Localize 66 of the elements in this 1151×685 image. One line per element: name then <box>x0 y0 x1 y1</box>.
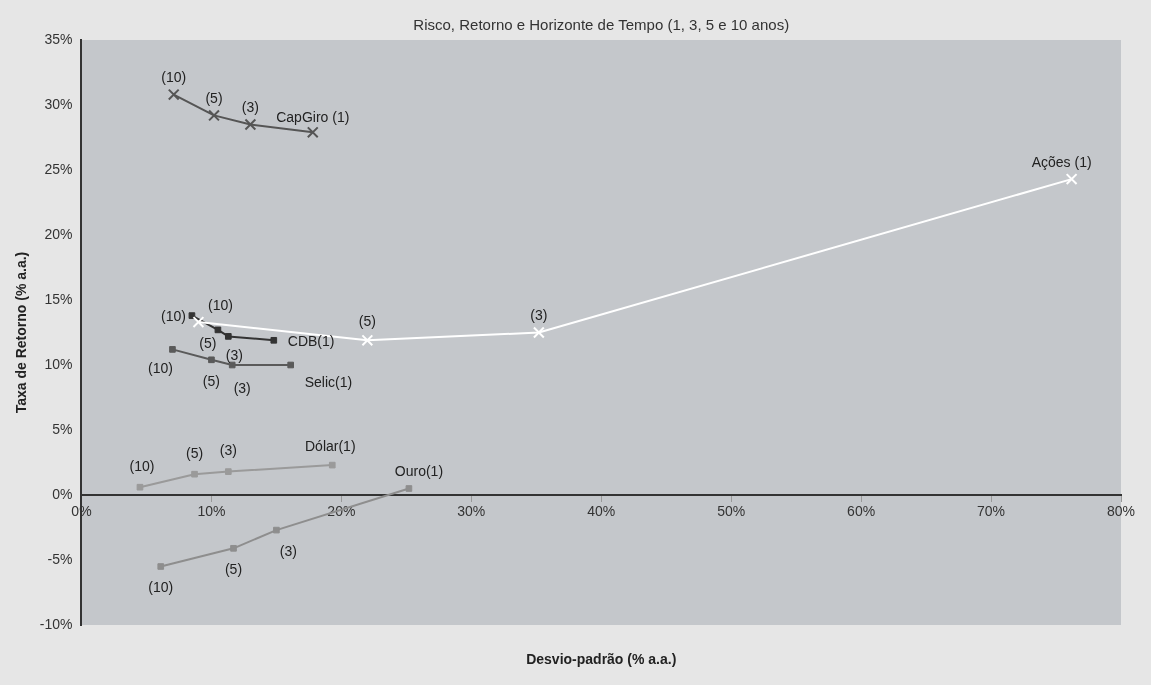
x-tick-label: 10% <box>197 503 226 520</box>
point <box>405 485 413 492</box>
chart-title: Risco, Retorno e Horizonte de Tempo (1, 3, 5 e 10 anos) <box>413 15 790 33</box>
y-tick-label: 25% <box>44 160 73 177</box>
y-tick-label: 10% <box>44 355 73 372</box>
x-tick-label: 30% <box>457 503 486 520</box>
y-tick-label: 20% <box>44 225 73 242</box>
annotation: (10) <box>148 579 174 596</box>
annotation: (10) <box>147 360 173 377</box>
annotation: Dólar(1) <box>304 437 356 454</box>
point <box>208 356 215 364</box>
point <box>287 361 295 369</box>
point <box>136 483 144 491</box>
point <box>192 316 205 329</box>
point <box>244 118 257 131</box>
y-tick-label: 0% <box>52 485 73 502</box>
annotation: (5) <box>202 372 220 389</box>
y-tick-label: 5% <box>52 420 73 437</box>
point <box>191 470 198 478</box>
point <box>214 326 222 334</box>
point <box>1065 173 1078 186</box>
point <box>328 461 336 469</box>
point <box>270 336 278 344</box>
point <box>167 88 180 101</box>
point <box>169 346 176 353</box>
annotation: (3) <box>279 542 297 559</box>
annotation: (3) <box>530 307 548 324</box>
y-tick-label: 15% <box>44 290 73 307</box>
annotation: (10) <box>207 296 233 313</box>
annotation: (5) <box>199 334 217 351</box>
point <box>273 526 280 534</box>
point <box>208 109 220 122</box>
annotation: (5) <box>358 313 376 330</box>
annotation: CDB(1) <box>287 333 335 350</box>
annotation: (10) <box>129 458 155 475</box>
point <box>157 563 165 570</box>
x-tick-label: 50% <box>717 503 746 520</box>
annotation: Selic(1) <box>304 373 353 390</box>
point <box>224 468 232 475</box>
point <box>306 126 319 139</box>
point <box>532 326 545 339</box>
x-tick-label: 40% <box>587 503 616 520</box>
y-tick-label: -10% <box>39 615 73 632</box>
annotation: (5) <box>205 90 223 107</box>
point <box>224 333 232 340</box>
x-tick-label: 60% <box>847 503 876 520</box>
annotation: Ações (1) <box>1031 153 1092 170</box>
y-tick-label: 35% <box>44 30 73 47</box>
annotation: (3) <box>233 379 251 396</box>
x-axis-title: Desvio-padrão (% a.a.) <box>526 650 677 667</box>
annotation: Ouro(1) <box>394 463 444 480</box>
y-tick-label: 30% <box>44 95 73 112</box>
point <box>230 544 237 552</box>
point <box>361 334 374 347</box>
x-tick-label: 70% <box>977 503 1006 520</box>
annotation: (3) <box>241 99 259 116</box>
x-tick-label: 80% <box>1106 503 1136 520</box>
annotation: (5) <box>185 445 204 462</box>
annotation: (10) <box>161 69 187 86</box>
y-tick-label: -5% <box>47 550 73 567</box>
annotation: (3) <box>225 347 243 364</box>
annotation: (10) <box>161 308 186 325</box>
y-axis-title: Taxa de Retorno (% a.a.) <box>13 251 30 414</box>
annotation: (3) <box>219 442 237 459</box>
annotation: (5) <box>224 561 243 578</box>
annotation: CapGiro (1) <box>276 109 350 126</box>
